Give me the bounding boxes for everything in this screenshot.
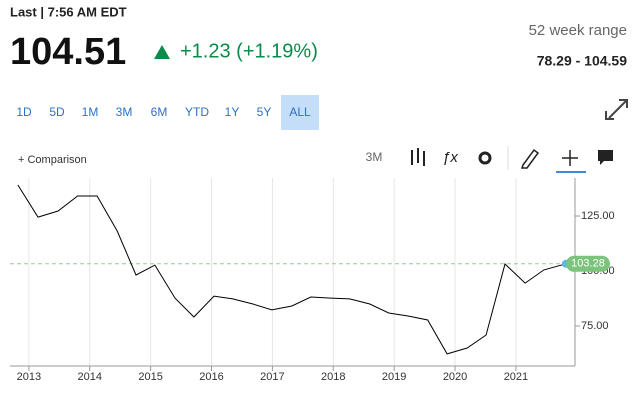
x-tick-label: 2013	[17, 371, 41, 383]
x-tick-label: 2019	[382, 371, 406, 383]
range-value: 78.29 - 104.59	[537, 53, 628, 69]
range-button[interactable]: 1M	[82, 105, 99, 119]
price-line	[17, 184, 567, 355]
last-price-label: 103.28	[571, 258, 605, 270]
chart: 2013 2014 2015 2016 2017 2018 2019 2020 2021 75.0…	[10, 178, 615, 383]
range-button[interactable]: 5D	[49, 105, 65, 119]
range-button[interactable]: 5Y	[257, 105, 272, 119]
x-tick-label: 2021	[504, 371, 528, 383]
last-price-badge	[566, 255, 610, 272]
range-button[interactable]: 3M	[116, 105, 133, 119]
interval[interactable]: 3M	[366, 150, 383, 164]
range-button[interactable]: 1Y	[225, 105, 240, 119]
price: 104.51	[10, 31, 126, 73]
settings-icon[interactable]	[478, 151, 492, 165]
x-tick-label: 2016	[199, 371, 223, 383]
range-button[interactable]: YTD	[185, 105, 209, 119]
active-range-bg	[281, 95, 319, 130]
range-button[interactable]: 1D	[16, 105, 32, 119]
fx-icon[interactable]: ƒx	[442, 149, 458, 166]
x-tick-label: 2017	[260, 371, 284, 383]
range-button[interactable]: ALL	[289, 105, 311, 119]
range-button[interactable]: 6M	[151, 105, 168, 119]
range-label: 52 week range	[529, 22, 627, 39]
x-tick-label: 2014	[78, 371, 102, 383]
y-tick-label: 125.00	[581, 210, 615, 222]
x-tick-label: 2020	[443, 371, 467, 383]
up-arrow	[154, 45, 170, 59]
crosshair-icon[interactable]	[562, 150, 578, 166]
draw-icon[interactable]	[520, 148, 540, 169]
expand-icon[interactable]	[605, 99, 628, 120]
last-label: Last | 7:56 AM EDT	[10, 4, 127, 19]
comparison[interactable]: + Comparison	[18, 154, 87, 166]
candle-icon[interactable]	[411, 148, 425, 166]
price-change: +1.23 (+1.19%)	[180, 40, 318, 62]
comment-icon[interactable]	[598, 150, 613, 165]
range-buttons: 1D 5D 1M 3M 6M YTD 1Y 5Y ALL	[16, 95, 319, 130]
x-tick-label: 2018	[321, 371, 345, 383]
y-tick-label: 75.00	[581, 320, 609, 332]
x-tick-label: 2015	[138, 371, 162, 383]
